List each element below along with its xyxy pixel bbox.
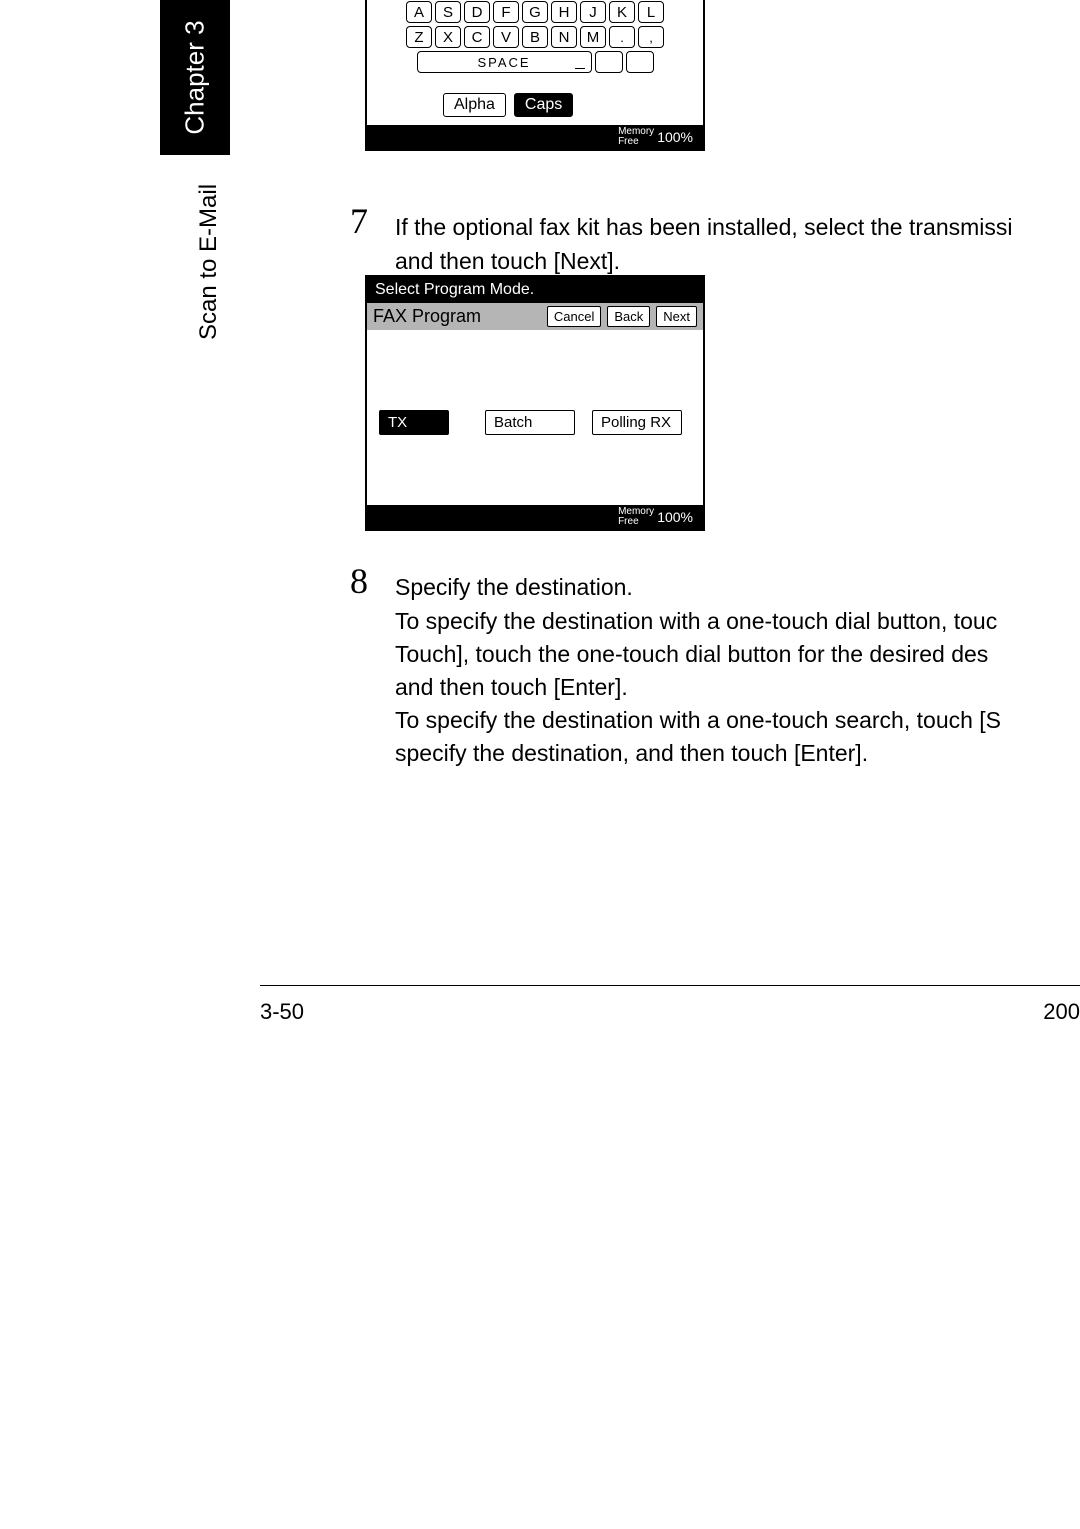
key[interactable]: M (580, 26, 606, 48)
chapter-tab: Chapter 3 (160, 0, 230, 155)
key-blank[interactable] (595, 51, 623, 73)
tx-option[interactable]: TX (379, 410, 449, 435)
cancel-button[interactable]: Cancel (547, 306, 601, 327)
chapter-label: Chapter 3 (180, 20, 211, 134)
alpha-button[interactable]: Alpha (443, 93, 506, 117)
step8-number: 8 (350, 560, 368, 602)
kb-row-space: SPACE (373, 51, 697, 73)
memory-label: Memory Free (618, 127, 654, 147)
memory-value: 100% (657, 129, 693, 145)
caps-button[interactable]: Caps (514, 93, 573, 117)
key[interactable]: B (522, 26, 548, 48)
kb-row3: Z X C V B N M . , (373, 26, 697, 48)
fax-header: Select Program Mode. (367, 277, 703, 303)
key-blank[interactable] (626, 51, 654, 73)
key-space[interactable]: SPACE (417, 51, 592, 73)
key[interactable]: . (609, 26, 635, 48)
fax-toolbar: FAX Program Cancel Back Next (367, 303, 703, 330)
page-number-left: 3-50 (260, 999, 304, 1025)
key[interactable]: K (609, 1, 635, 23)
step7-number: 7 (350, 200, 368, 242)
page: Chapter 3 Scan to E-Mail A S D F G H J K… (0, 0, 1080, 1529)
mem-bot: Free (618, 137, 654, 147)
memory-bar: Memory Free 100% (367, 125, 703, 149)
key[interactable]: F (493, 1, 519, 23)
memory-label: Memory Free (618, 507, 654, 527)
key[interactable]: D (464, 1, 490, 23)
key[interactable]: A (406, 1, 432, 23)
key[interactable]: X (435, 26, 461, 48)
next-button[interactable]: Next (656, 306, 697, 327)
step8-line1: Specify the destination. (395, 570, 1080, 604)
polling-rx-option[interactable]: Polling RX (592, 410, 682, 435)
keyboard-screen: A S D F G H J K L Z X C V B N M . , (365, 0, 705, 151)
fax-title: FAX Program (373, 306, 481, 327)
footer-rule (260, 985, 1080, 986)
fax-screen: Select Program Mode. FAX Program Cancel … (365, 275, 705, 531)
fax-body: TX Batch Polling RX (367, 330, 703, 505)
keyboard-area: A S D F G H J K L Z X C V B N M . , (367, 0, 703, 125)
section-title: Scan to E-Mail (195, 184, 223, 340)
mem-bot: Free (618, 517, 654, 527)
kb-mode-row: Alpha Caps (443, 93, 697, 117)
key[interactable]: Z (406, 26, 432, 48)
key[interactable]: C (464, 26, 490, 48)
fax-memory-value: 100% (657, 509, 693, 525)
step8-body: To specify the destination with a one-to… (395, 605, 1080, 770)
key[interactable]: J (580, 1, 606, 23)
step7-text: If the optional fax kit has been install… (395, 210, 1080, 278)
kb-row2: A S D F G H J K L (373, 1, 697, 23)
key[interactable]: G (522, 1, 548, 23)
key[interactable]: S (435, 1, 461, 23)
key[interactable]: N (551, 26, 577, 48)
page-number-right: 200 (1043, 999, 1080, 1025)
fax-memory-bar: Memory Free 100% (367, 505, 703, 529)
key[interactable]: V (493, 26, 519, 48)
key[interactable]: H (551, 1, 577, 23)
batch-option[interactable]: Batch (485, 410, 575, 435)
back-button[interactable]: Back (607, 306, 650, 327)
key[interactable]: , (638, 26, 664, 48)
key[interactable]: L (638, 1, 664, 23)
